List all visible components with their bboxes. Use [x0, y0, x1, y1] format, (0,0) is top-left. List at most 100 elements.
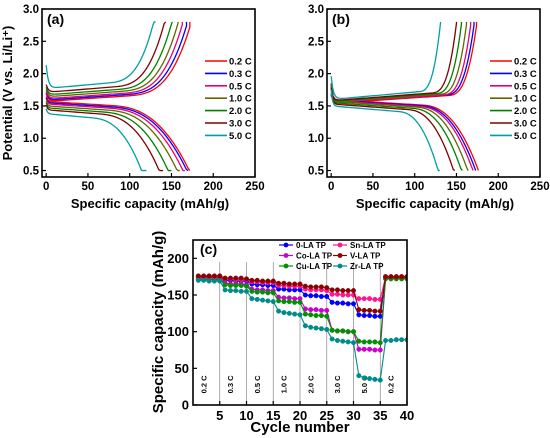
data-point	[238, 282, 244, 288]
rate-label: 0.3 C	[226, 375, 235, 394]
data-point	[313, 325, 319, 331]
data-point	[302, 283, 308, 289]
legend-label: 3.0 C	[514, 119, 537, 130]
y-tick-label: 1.0	[23, 133, 39, 145]
discharge-curve	[45, 108, 147, 172]
data-point	[340, 288, 346, 294]
data-point	[270, 278, 276, 284]
data-point	[286, 281, 292, 287]
series-line	[198, 275, 407, 312]
data-point	[340, 300, 346, 306]
data-point	[377, 347, 383, 353]
charge-curve	[45, 21, 183, 99]
data-point	[281, 299, 287, 305]
data-point	[265, 278, 271, 284]
data-point	[345, 301, 351, 307]
x-tick-label: 200	[204, 181, 223, 193]
data-point	[233, 275, 239, 281]
data-point	[254, 296, 260, 302]
data-point	[361, 375, 367, 381]
panel-b-frame	[326, 8, 541, 178]
panel-c-x-label: Cycle number	[250, 419, 349, 436]
y-tick-label: 150	[167, 288, 189, 303]
charge-curve	[330, 21, 463, 102]
data-point	[324, 326, 330, 332]
data-point	[276, 280, 282, 286]
y-tick-label: 0.5	[308, 166, 325, 178]
series-line	[198, 276, 407, 317]
data-point	[265, 298, 271, 304]
charge-curve	[45, 21, 191, 102]
rate-label: 1.0 C	[280, 375, 289, 394]
discharge-curve	[330, 89, 440, 172]
charge-curve	[45, 21, 167, 93]
panel-c-rate-labels: 0.2 C 0.3 C 0.5 C 1.0 C 2.0 C 3.0 C 5.0 C 0.2 C	[199, 375, 395, 394]
data-point	[211, 278, 217, 284]
data-point	[260, 297, 266, 303]
data-point	[367, 376, 373, 382]
panel-c-curves	[195, 273, 407, 383]
series-line	[198, 278, 407, 344]
data-point	[227, 282, 233, 288]
y-tick-label: 1.5	[23, 101, 40, 113]
rate-label: 3.0 C	[333, 375, 342, 394]
data-point	[195, 273, 201, 279]
data-point	[334, 337, 340, 343]
legend-label: Sn-LA TP	[350, 241, 386, 250]
x-tick-label: 100	[120, 181, 139, 193]
y-tick-label: 2.5	[23, 36, 40, 48]
data-point	[243, 288, 249, 294]
data-point	[313, 293, 319, 299]
data-point	[260, 289, 266, 295]
series-line	[198, 276, 407, 300]
discharge-curve	[45, 104, 164, 172]
data-point	[340, 338, 346, 344]
legend-marker	[283, 253, 289, 258]
data-point	[388, 337, 394, 343]
data-point	[324, 307, 330, 313]
data-point	[334, 300, 340, 306]
data-point	[399, 337, 405, 343]
data-point	[367, 346, 373, 352]
data-point	[340, 328, 346, 334]
panel-a-y-label: Potential (V vs. Li/Li⁺)	[0, 26, 15, 161]
data-point	[281, 310, 287, 316]
data-point	[249, 288, 255, 294]
legend-label: 5.0 C	[514, 131, 537, 142]
data-point	[211, 273, 217, 279]
rate-label: 0.5 C	[253, 375, 262, 394]
charge-curve	[45, 21, 188, 101]
legend-label: 2.0 C	[514, 106, 537, 117]
x-tick-label: 0	[328, 181, 334, 193]
charge-curve	[330, 21, 475, 103]
data-point	[227, 275, 233, 281]
data-point	[356, 346, 362, 352]
x-tick-label: 200	[489, 181, 508, 193]
legend-label: 0.3 C	[229, 69, 252, 80]
y-tick-label: 2.0	[308, 69, 324, 81]
data-point	[372, 308, 378, 314]
x-tick-label: 50	[367, 181, 380, 193]
rate-label: 0.2 C	[199, 375, 208, 394]
data-point	[308, 307, 314, 313]
data-point	[302, 292, 308, 298]
charge-curve	[45, 21, 156, 89]
data-point	[292, 311, 298, 317]
legend-label: 0.5 C	[229, 81, 252, 92]
data-point	[351, 340, 357, 346]
legend-label: 3.0 C	[229, 119, 252, 130]
data-point	[329, 291, 335, 297]
data-point	[399, 274, 405, 280]
x-tick-label: 40	[400, 408, 414, 423]
x-tick-label: 25	[320, 408, 334, 423]
panel-a-legend: 0.2 C0.3 C0.5 C 1.0 C2.0 C 3.0 C5.0 C	[205, 57, 252, 142]
data-point	[206, 278, 212, 284]
x-tick-label: 15	[266, 408, 280, 423]
data-point	[254, 277, 260, 283]
data-point	[222, 287, 228, 293]
legend-label: 2.0 C	[229, 106, 252, 117]
data-point	[329, 299, 335, 305]
data-point	[361, 313, 367, 319]
legend-label: 0.2 C	[514, 57, 537, 68]
data-point	[367, 313, 373, 319]
